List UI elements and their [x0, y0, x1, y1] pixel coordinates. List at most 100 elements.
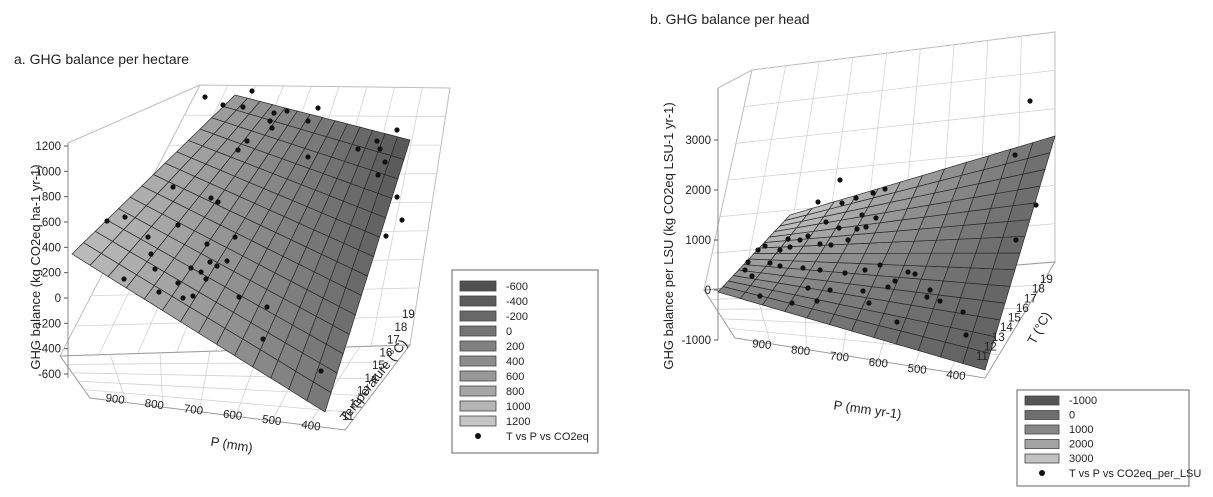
panel-a: a. GHG balance per hectare 1200100080060…: [14, 51, 598, 455]
observation-point: [1027, 98, 1032, 103]
legend-points-label: T vs P vs CO2eq: [506, 431, 589, 443]
z-tick-label: -600: [38, 369, 61, 381]
observation-point: [383, 233, 388, 238]
observation-point: [777, 247, 782, 252]
surface-cell: [983, 285, 1010, 304]
observation-point: [355, 146, 360, 151]
panel-b-title: b. GHG balance per head: [650, 11, 810, 27]
observation-point: [284, 108, 289, 113]
legend-swatch: [460, 356, 496, 366]
observation-point: [244, 138, 249, 143]
legend-swatch: [460, 311, 496, 321]
legend-swatch: [460, 386, 496, 396]
observation-point: [827, 287, 832, 292]
observation-point: [249, 88, 254, 93]
observation-point: [269, 125, 274, 130]
legend-swatch: [1025, 440, 1059, 449]
legend-entry-label: 0: [506, 326, 512, 338]
legend-entry-label: 2000: [1069, 439, 1093, 451]
legend-entry-label: 1200: [506, 416, 530, 428]
observation-point: [394, 127, 399, 132]
observation-point: [152, 266, 157, 271]
observation-point: [749, 273, 754, 278]
observation-point: [215, 199, 220, 204]
observation-point: [377, 146, 382, 151]
observation-point: [175, 222, 180, 227]
legend-entry-label: 1000: [506, 401, 530, 413]
x-tick-label: 900: [752, 338, 772, 352]
legend-swatch: [460, 341, 496, 351]
observation-point: [863, 224, 868, 229]
observation-point: [375, 172, 380, 177]
panel-b-x-label: P (mm yr-1): [833, 397, 903, 421]
legend-swatch: [460, 281, 496, 291]
legend-entry-label: -1000: [1069, 395, 1097, 407]
observation-point: [757, 293, 762, 298]
legend-entry-label: 400: [506, 356, 524, 368]
z-tick-label: 0: [55, 293, 61, 305]
z-tick-label: -1000: [682, 335, 711, 347]
observation-point: [885, 284, 890, 289]
z-tick-label: 200: [42, 268, 61, 280]
observation-point: [842, 270, 847, 275]
x-tick-label: 800: [144, 398, 165, 413]
observation-point: [894, 319, 899, 324]
legend-entry-label: 3000: [1069, 453, 1093, 465]
observation-point: [836, 225, 841, 230]
legend-entry-label: 1000: [1069, 424, 1093, 436]
observation-point: [190, 293, 195, 298]
x-tick-label: 400: [300, 419, 321, 434]
observation-point: [203, 276, 208, 281]
observation-point: [236, 294, 241, 299]
observation-point: [175, 280, 180, 285]
legend-points-label: T vs P vs CO2eq_per_LSU: [1069, 468, 1201, 480]
observation-point: [815, 199, 820, 204]
observation-point: [767, 260, 772, 265]
observation-point: [305, 118, 310, 123]
legend-point-marker: [1039, 470, 1045, 476]
observation-point: [208, 195, 213, 200]
z-tick-label: 1000: [685, 235, 711, 247]
observation-point: [924, 294, 929, 299]
observation-point: [828, 242, 833, 247]
observation-point: [224, 258, 229, 263]
legend-entry-label: -200: [506, 311, 528, 323]
observation-point: [156, 289, 161, 294]
observation-point: [204, 241, 209, 246]
observation-point: [121, 276, 126, 281]
observation-point: [104, 218, 109, 223]
observation-point: [937, 298, 942, 303]
observation-point: [805, 285, 810, 290]
observation-point: [927, 287, 932, 292]
observation-point: [745, 259, 750, 264]
observation-point: [814, 298, 819, 303]
observation-point: [198, 269, 203, 274]
observation-point: [960, 309, 965, 314]
observation-point: [382, 159, 387, 164]
legend-swatch: [1025, 425, 1059, 434]
x-tick-label: 400: [946, 369, 966, 383]
observation-point: [839, 200, 844, 205]
observation-point: [963, 332, 968, 337]
observation-point: [260, 336, 265, 341]
observation-point: [866, 300, 871, 305]
legend-swatch: [460, 296, 496, 306]
observation-point: [762, 243, 767, 248]
observation-point: [180, 295, 185, 300]
legend-entry-label: 600: [506, 371, 524, 383]
observation-point: [837, 177, 842, 182]
y-tick-label: 18: [395, 322, 408, 334]
legend-entry-label: 800: [506, 386, 524, 398]
observation-point: [267, 118, 272, 123]
observation-point: [912, 271, 917, 276]
observation-point: [873, 215, 878, 220]
observation-point: [232, 234, 237, 239]
observation-point: [777, 263, 782, 268]
x-tick-label: 600: [222, 408, 243, 423]
observation-point: [854, 226, 859, 231]
observation-point: [882, 186, 887, 191]
z-tick-label: 0: [705, 285, 711, 297]
